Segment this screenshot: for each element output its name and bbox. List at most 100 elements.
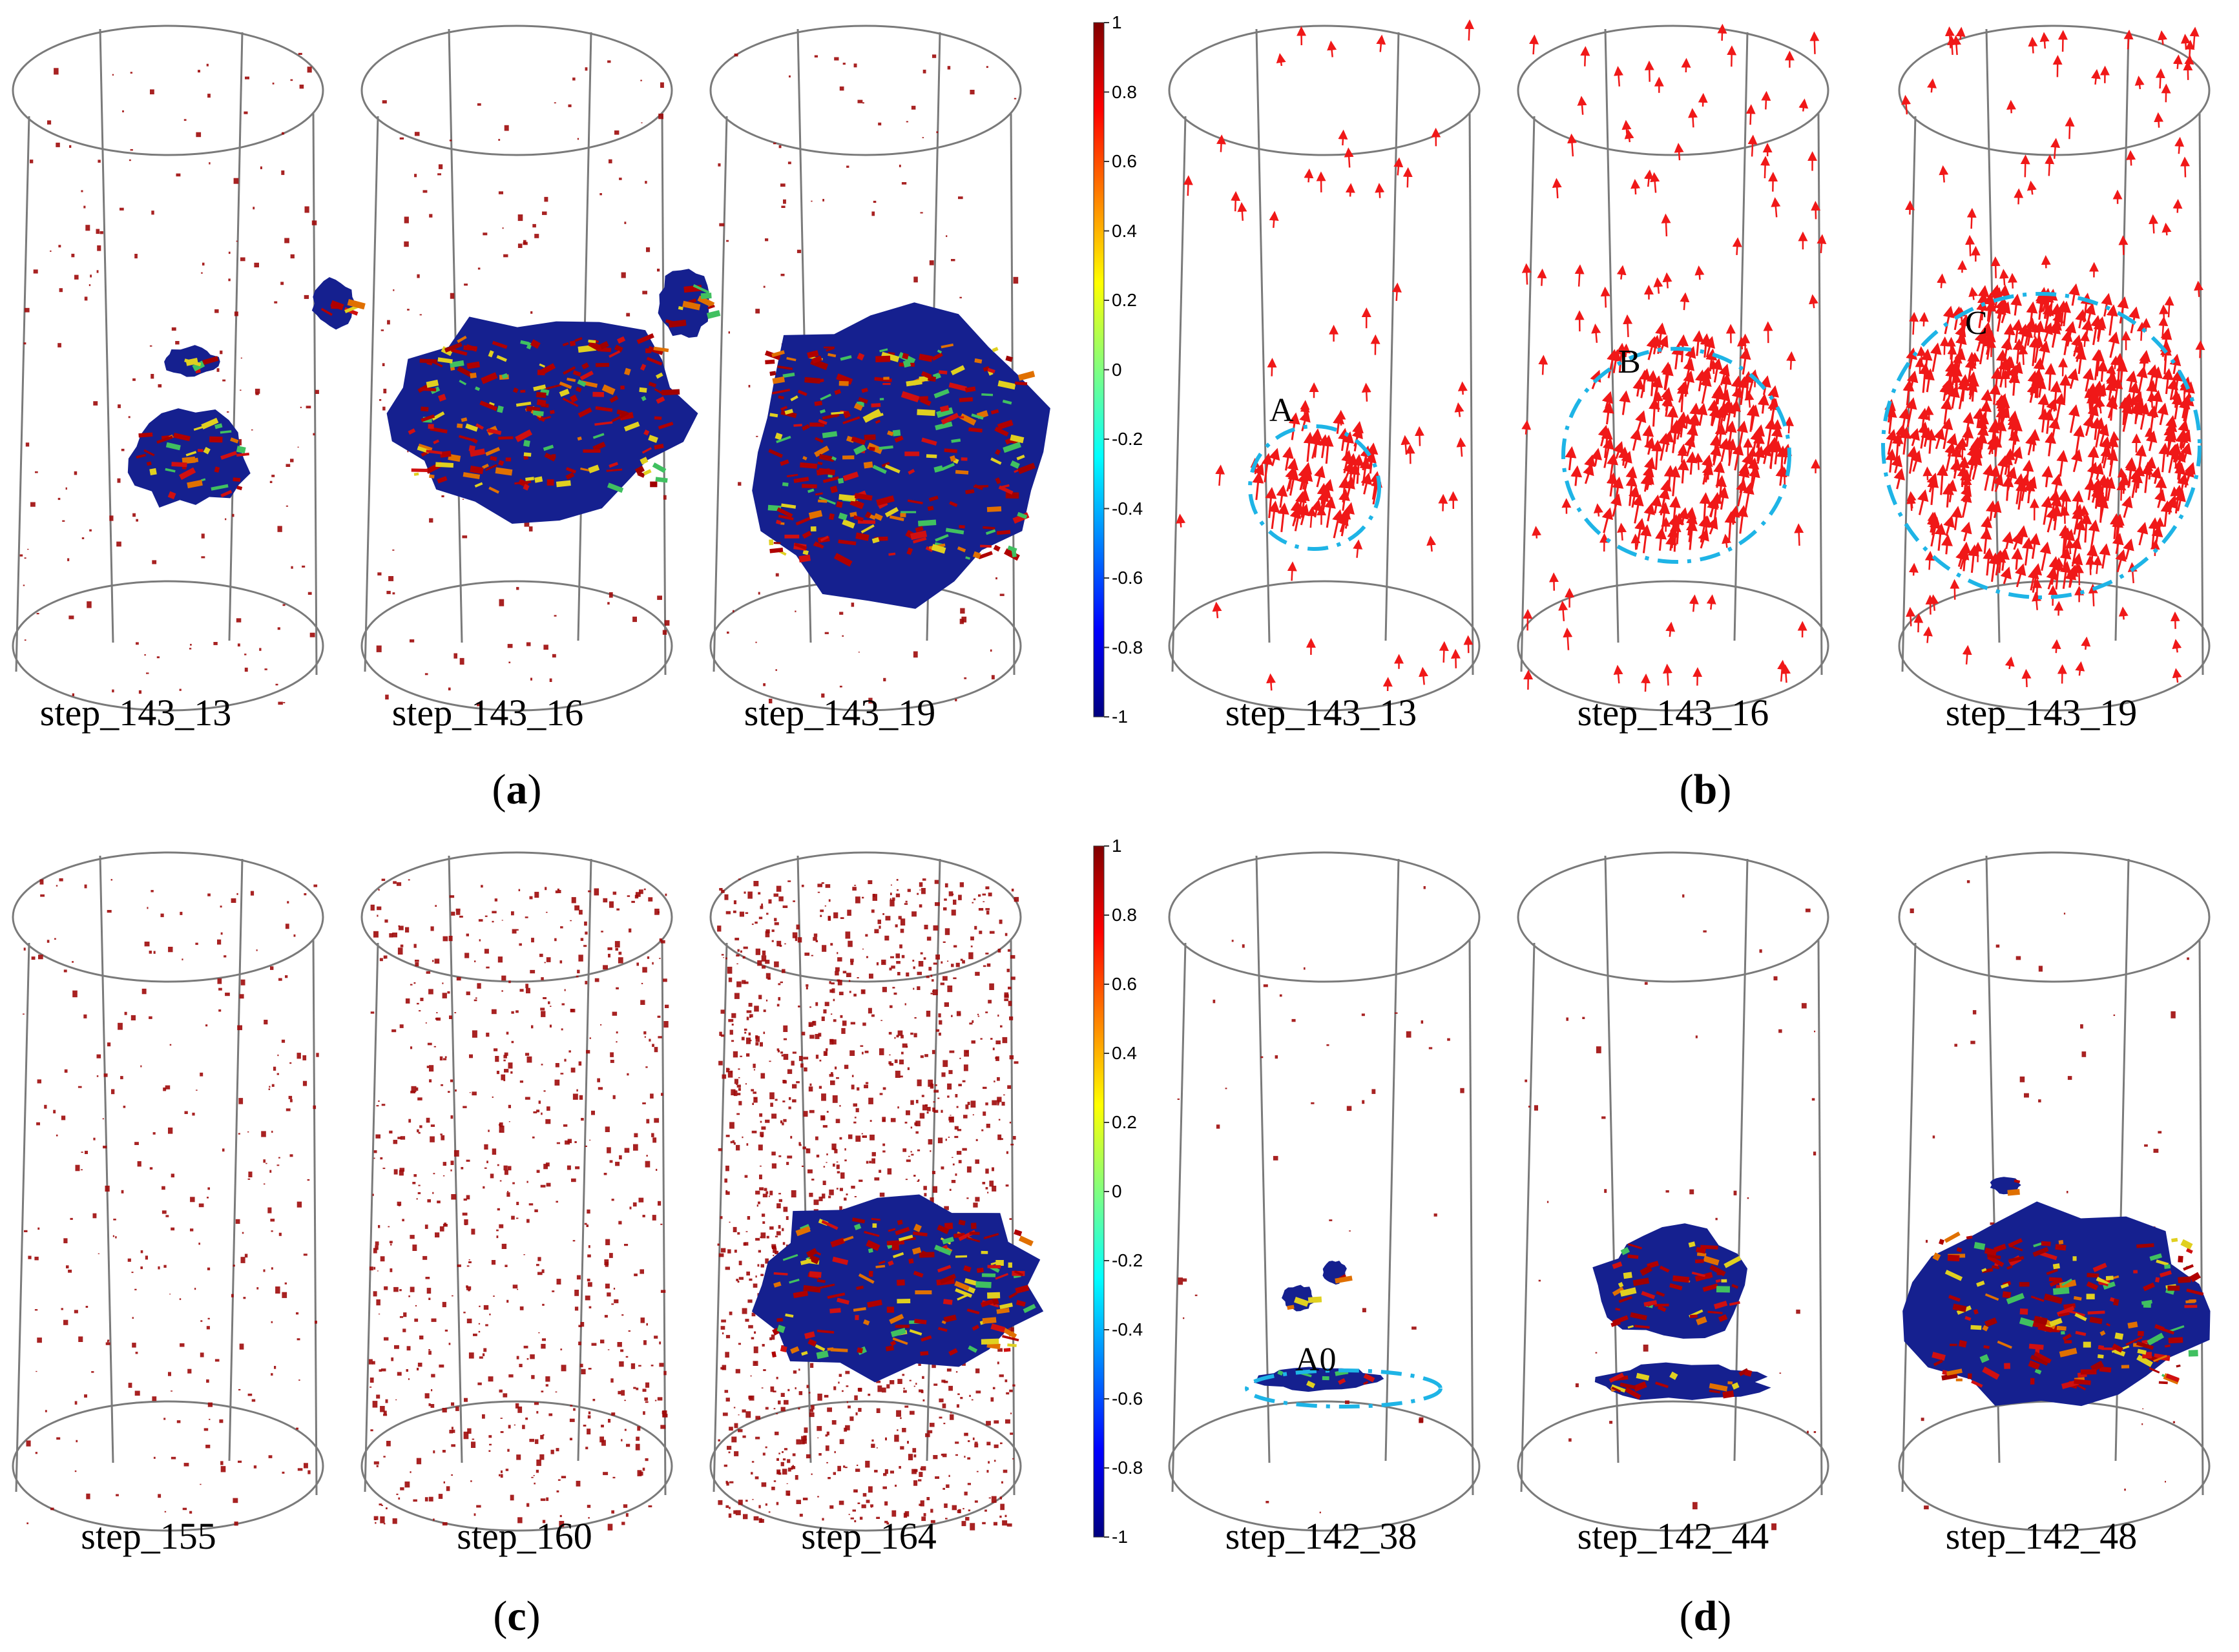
particle	[897, 889, 899, 891]
particle	[23, 1014, 25, 1015]
particle	[573, 1094, 578, 1100]
particle	[825, 1052, 828, 1055]
mass-fragment	[811, 526, 817, 532]
particle	[833, 913, 838, 918]
velocity-arrow	[1798, 528, 1799, 546]
velocity-arrow	[1749, 395, 1750, 408]
particle	[877, 1447, 878, 1448]
velocity-arrow	[1623, 396, 1625, 415]
particle	[719, 223, 724, 227]
particle	[742, 1308, 747, 1314]
mass-fragment	[926, 454, 937, 458]
velocity-arrow	[1595, 453, 1598, 466]
caption-b-2: step_143_16	[1525, 694, 1822, 732]
particle	[803, 1498, 808, 1500]
velocity-arrow	[2154, 396, 2158, 418]
velocity-arrow	[1614, 355, 1616, 373]
particle	[985, 953, 988, 955]
particle	[415, 960, 419, 962]
particle	[914, 1454, 917, 1458]
particle	[123, 1106, 126, 1108]
particle	[791, 1190, 797, 1197]
particle	[663, 495, 667, 500]
velocity-arrow	[1315, 505, 1318, 518]
particle	[848, 941, 853, 947]
particle	[435, 958, 440, 964]
velocity-arrow	[1649, 442, 1651, 455]
velocity-arrow	[1764, 449, 1767, 464]
cylinder-top-ellipse	[1169, 852, 1479, 982]
particle	[941, 1110, 942, 1113]
velocity-arrow	[2124, 501, 2129, 517]
particle	[641, 1317, 645, 1323]
particle	[756, 436, 758, 437]
particle	[574, 905, 579, 911]
particle	[762, 951, 765, 956]
particle	[755, 1035, 758, 1038]
particle	[272, 1084, 275, 1087]
particle	[640, 80, 642, 81]
particle	[973, 1438, 975, 1440]
mass-fragment	[2159, 1381, 2168, 1385]
particle	[813, 937, 817, 941]
particle	[645, 1383, 649, 1388]
particle	[467, 1265, 470, 1266]
particle	[755, 1191, 760, 1195]
particle	[825, 1002, 829, 1006]
particle	[1003, 1470, 1008, 1473]
particle	[234, 178, 239, 184]
particle	[731, 1437, 736, 1443]
panel-b-arrows-3	[1888, 31, 2200, 687]
velocity-arrow	[1357, 460, 1359, 484]
velocity-arrow	[1910, 377, 1913, 392]
particle	[953, 900, 956, 905]
particle	[933, 1090, 939, 1093]
particle	[382, 363, 385, 366]
particle	[882, 1144, 885, 1146]
velocity-arrow	[1633, 434, 1637, 451]
particle	[165, 1511, 166, 1513]
velocity-arrow	[1746, 377, 1748, 400]
velocity-arrow	[1601, 431, 1605, 446]
velocity-arrow	[1729, 517, 1731, 542]
particle	[870, 1120, 872, 1122]
particle	[604, 1173, 607, 1175]
particle	[233, 1498, 238, 1503]
particle	[47, 120, 51, 124]
cylinder-edge-right	[927, 859, 940, 1461]
particle	[451, 1444, 455, 1447]
particle	[862, 897, 864, 899]
particle	[571, 1179, 576, 1182]
particle	[740, 951, 742, 953]
particle	[729, 1312, 733, 1316]
particle	[484, 1168, 487, 1169]
particle	[890, 956, 894, 958]
particle	[904, 1405, 908, 1407]
particle	[782, 1451, 784, 1453]
particle	[778, 1472, 782, 1475]
velocity-arrow	[1929, 410, 1930, 420]
particle	[760, 906, 763, 909]
particle	[530, 970, 535, 973]
cylinder-top-ellipse	[1518, 26, 1828, 155]
particle	[891, 885, 892, 886]
velocity-arrow	[1610, 459, 1614, 480]
mass-fragment	[1721, 1279, 1727, 1283]
velocity-arrow	[2110, 369, 2112, 377]
particle	[256, 1287, 258, 1290]
particle	[778, 1225, 781, 1229]
particle	[783, 1242, 786, 1244]
particle	[536, 1470, 539, 1473]
particle	[1967, 880, 1970, 883]
particle	[781, 206, 785, 209]
particle	[282, 1472, 285, 1474]
particle	[933, 963, 937, 965]
velocity-arrow	[2160, 73, 2161, 88]
particle	[809, 1006, 811, 1007]
particle	[232, 514, 234, 517]
particle	[546, 1384, 548, 1387]
particle	[854, 63, 857, 67]
particle	[765, 1447, 767, 1449]
mass-fragment	[2133, 1270, 2138, 1273]
particle	[274, 302, 277, 304]
